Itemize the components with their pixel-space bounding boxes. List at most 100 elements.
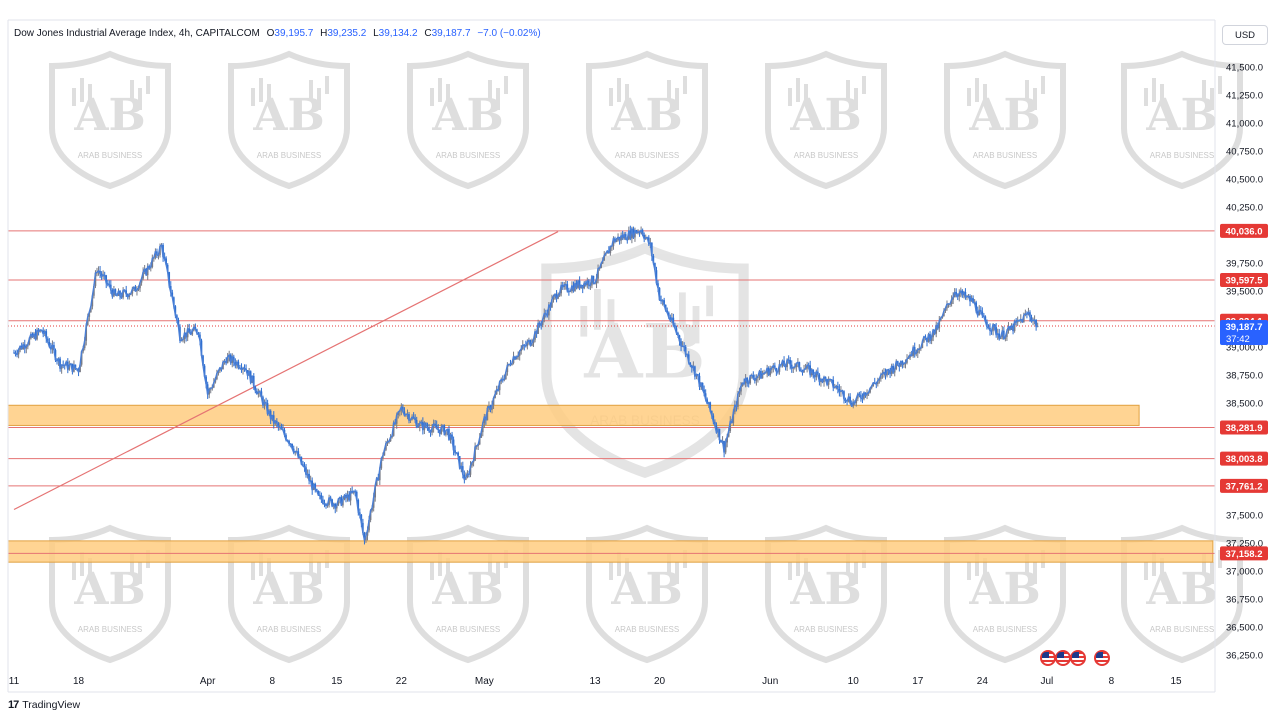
candle-body — [362, 522, 364, 533]
candle-body — [206, 384, 209, 395]
candle-body — [483, 416, 486, 424]
candle-body — [142, 272, 144, 279]
candle-body — [383, 449, 386, 456]
x-tick-label: Jul — [1040, 676, 1053, 687]
candle-body — [732, 412, 735, 423]
candle-body — [83, 340, 86, 349]
close-value: 39,187.7 — [431, 28, 471, 39]
candle-body — [122, 290, 124, 298]
candle-body — [272, 415, 275, 424]
candle-body — [651, 242, 653, 256]
candle-body — [849, 396, 851, 404]
tradingview-logo-icon: 17 — [8, 699, 19, 711]
candle-body — [726, 436, 728, 443]
candle-body — [896, 361, 899, 366]
watermark-monogram: AB — [252, 564, 324, 615]
candle-body — [440, 427, 443, 434]
us-flag-icon[interactable] — [1055, 650, 1071, 666]
candle-body — [628, 230, 630, 240]
candle-body — [53, 345, 55, 351]
us-flag-icon[interactable] — [1040, 650, 1056, 666]
candle-body — [537, 323, 539, 334]
candle-body — [634, 230, 636, 238]
candle-body — [22, 344, 25, 350]
candle-body — [395, 414, 398, 424]
candle-body — [744, 378, 747, 384]
candle-body — [173, 297, 175, 307]
y-tick-label: 36,250.0 — [1226, 651, 1263, 662]
candle-body — [205, 376, 207, 385]
us-flag-icon[interactable] — [1070, 650, 1086, 666]
candle-body — [775, 368, 778, 372]
y-tick-label: 39,500.0 — [1226, 286, 1263, 297]
candle-body — [609, 246, 612, 254]
candle-body — [231, 356, 234, 363]
candle-body — [588, 280, 590, 286]
candle-body — [827, 379, 830, 385]
support-zone — [7, 404, 1140, 426]
watermark-monogram: AB — [968, 564, 1040, 615]
y-tick-label: 36,750.0 — [1226, 595, 1263, 606]
candle-body — [462, 466, 464, 475]
candle-body — [486, 408, 489, 421]
x-tick-label: 13 — [589, 676, 601, 687]
watermark-logo: AB ARAB BUSINESS — [52, 528, 168, 660]
candle-body — [852, 401, 855, 407]
candle-body — [823, 376, 825, 383]
candle-body — [790, 364, 793, 369]
candle-body — [372, 497, 375, 508]
candle-body — [529, 340, 532, 346]
watermark-logo: AB ARAB BUSINESS — [1124, 54, 1240, 186]
candle-body — [1006, 330, 1008, 337]
watermark-logo: AB ARAB BUSINESS — [1124, 528, 1240, 660]
candle-body — [365, 535, 367, 541]
level-price-label: 38,003.8 — [1226, 454, 1263, 465]
candle-body — [678, 335, 681, 342]
y-tick-label: 38,500.0 — [1226, 399, 1263, 410]
time-axis[interactable]: 11 18 Apr 8 15 22 May 13 20 Jun 10 17 24 Jul 8 15 — [9, 676, 1182, 687]
candle-body — [684, 346, 687, 355]
candle-body — [694, 366, 696, 377]
level-price-tag — [1220, 451, 1268, 466]
currency-button[interactable]: USD — [1222, 25, 1268, 45]
watermark-text: ARAB BUSINESS — [615, 151, 679, 160]
y-tick-label: 40,500.0 — [1226, 174, 1263, 185]
candle-body — [892, 366, 894, 373]
candle-body — [714, 421, 716, 426]
candle-body — [706, 399, 709, 404]
candle-body — [624, 234, 627, 240]
candle-body — [203, 365, 206, 377]
candle-body — [443, 425, 446, 435]
candle-body — [229, 354, 232, 363]
candle-body — [512, 356, 515, 364]
candle-body — [566, 284, 569, 292]
candle-body — [1023, 315, 1025, 323]
candle-body — [368, 519, 370, 531]
footer-branding[interactable]: 17 TradingView — [8, 699, 80, 711]
watermark-monogram: AB — [1145, 564, 1217, 615]
candle-body — [28, 338, 31, 345]
watermark-text: ARAB BUSINESS — [436, 151, 500, 160]
candle-body — [698, 375, 701, 387]
watermark-text: ARAB BUSINESS — [1150, 151, 1214, 160]
candle-body — [452, 439, 455, 451]
x-tick-label: 24 — [977, 676, 989, 687]
candle-body — [1030, 317, 1033, 322]
support-zone — [7, 540, 1214, 563]
candle-body — [916, 349, 919, 354]
watermark-monogram: AB — [1145, 90, 1217, 141]
candle-body — [380, 458, 383, 469]
candle-body — [88, 311, 91, 317]
y-tick-label: 37,500.0 — [1226, 511, 1263, 522]
watermark-logo: AB ARAB BUSINESS — [589, 54, 705, 186]
price-axis[interactable]: 41,500.0 41,250.0 41,000.0 40,750.0 40,500.0… — [1226, 62, 1263, 661]
us-flag-icon[interactable] — [1094, 650, 1110, 666]
candle-body — [45, 331, 48, 339]
candle-body — [60, 364, 63, 369]
watermark-text: ARAB BUSINESS — [78, 151, 142, 160]
trend-line — [13, 231, 559, 511]
candle-body — [478, 437, 481, 445]
candle-body — [237, 361, 240, 368]
candle-body — [574, 283, 576, 292]
